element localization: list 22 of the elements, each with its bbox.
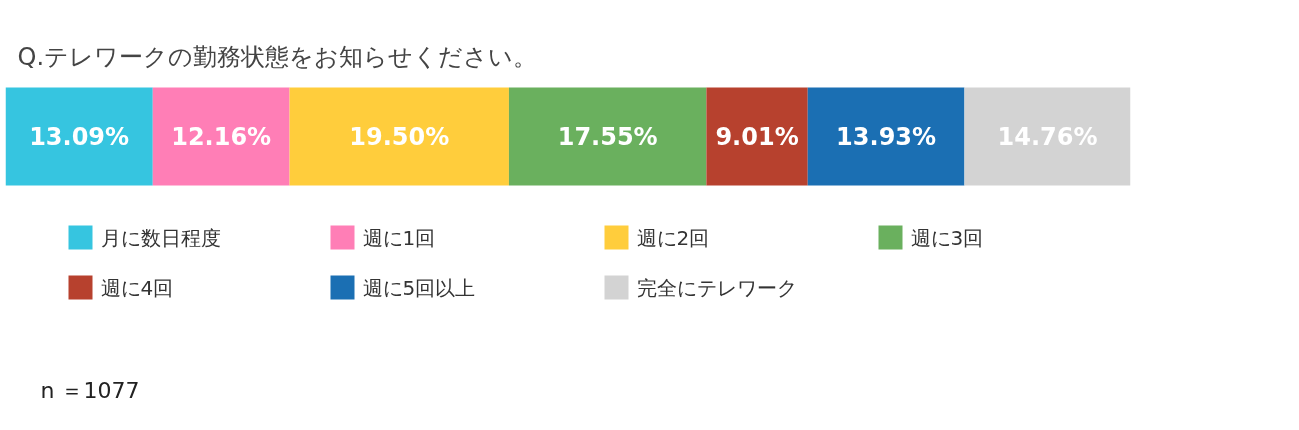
legend-label: 週に2回 [636, 225, 710, 250]
bar [5, 87, 153, 186]
chart-title: Q.テレワークの勤務状態をお知らせください。 [17, 42, 538, 71]
legend-label: 週に4回 [100, 275, 174, 300]
legend-label: 週に1回 [362, 225, 436, 250]
data-label: 19.50% [349, 122, 450, 151]
legend-label: 月に数日程度 [100, 225, 221, 250]
text: n ＝1077 [40, 377, 140, 403]
bar [706, 87, 808, 186]
bar [152, 87, 290, 186]
bar [964, 87, 1131, 186]
bar [508, 87, 707, 186]
bar [289, 87, 509, 186]
legend-label: 完全にテレワーク [636, 275, 797, 300]
data-label: 13.93% [836, 122, 937, 151]
data-label: 13.09% [29, 122, 130, 151]
bar [807, 87, 965, 186]
data-label: 17.55% [557, 122, 658, 151]
legend-label: 週に5回以上 [362, 275, 476, 300]
data-label: 9.01% [715, 122, 799, 151]
legend-label: 週に3回 [910, 225, 984, 250]
data-label: 12.16% [171, 122, 272, 151]
